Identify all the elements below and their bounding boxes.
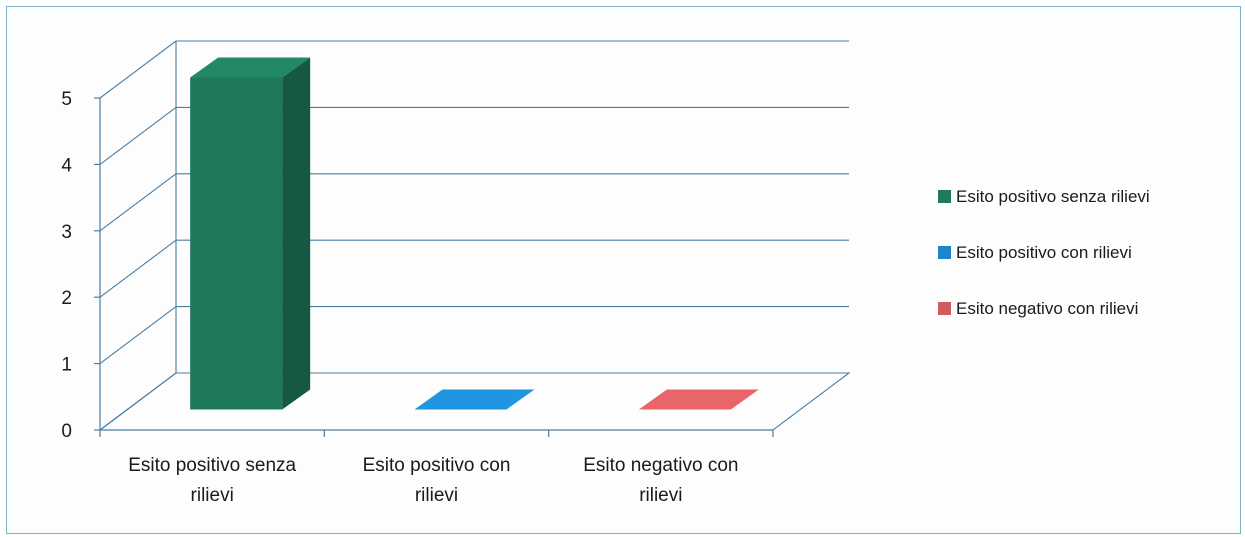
legend-swatch	[938, 302, 951, 315]
bar-top	[638, 389, 759, 410]
bar-top	[190, 57, 311, 78]
x-category-label: rilievi	[415, 485, 458, 506]
bar-front	[190, 77, 283, 410]
bar-3	[638, 389, 759, 410]
x-category-label: rilievi	[639, 485, 682, 506]
legend: Esito positivo senza rilievi Esito positi…	[938, 187, 1150, 318]
y-tick-label: 3	[61, 222, 72, 243]
y-tick-label: 4	[61, 155, 72, 176]
y-tick-label: 1	[61, 355, 72, 376]
legend-item: Esito positivo con rilievi	[938, 243, 1132, 262]
bars	[190, 57, 759, 410]
x-category-labels: Esito positivo senza rilievi Esito positiv…	[128, 455, 738, 506]
gridline-diagonal	[99, 173, 177, 232]
x-category-label: rilievi	[191, 485, 234, 506]
legend-swatch	[938, 190, 951, 203]
bar-top	[414, 389, 535, 410]
x-category-label: Esito negativo con	[583, 455, 738, 476]
x-category-label: Esito positivo con	[363, 455, 511, 476]
legend-swatch	[938, 246, 951, 259]
x-category-label: Esito positivo senza	[128, 455, 296, 476]
legend-label: Esito positivo senza rilievi	[956, 187, 1150, 206]
gridline-diagonal	[99, 106, 177, 165]
legend-item: Esito positivo senza rilievi	[938, 187, 1150, 206]
y-tick-label: 2	[61, 288, 72, 309]
legend-label: Esito positivo con rilievi	[956, 243, 1132, 262]
axes	[94, 41, 851, 437]
gridline-diagonal	[99, 306, 177, 365]
legend-label: Esito negativo con rilievi	[956, 299, 1138, 318]
bar-2	[414, 389, 535, 410]
y-tick-label: 5	[61, 89, 72, 110]
gridline-diagonal	[99, 239, 177, 298]
y-tick-label: 0	[61, 421, 72, 442]
bar-1	[190, 57, 311, 410]
y-tick-labels: 0 1 2 3 4 5	[61, 89, 72, 442]
bar-side	[282, 57, 311, 410]
legend-item: Esito negativo con rilievi	[938, 299, 1138, 318]
gridline-diagonal	[99, 40, 177, 99]
